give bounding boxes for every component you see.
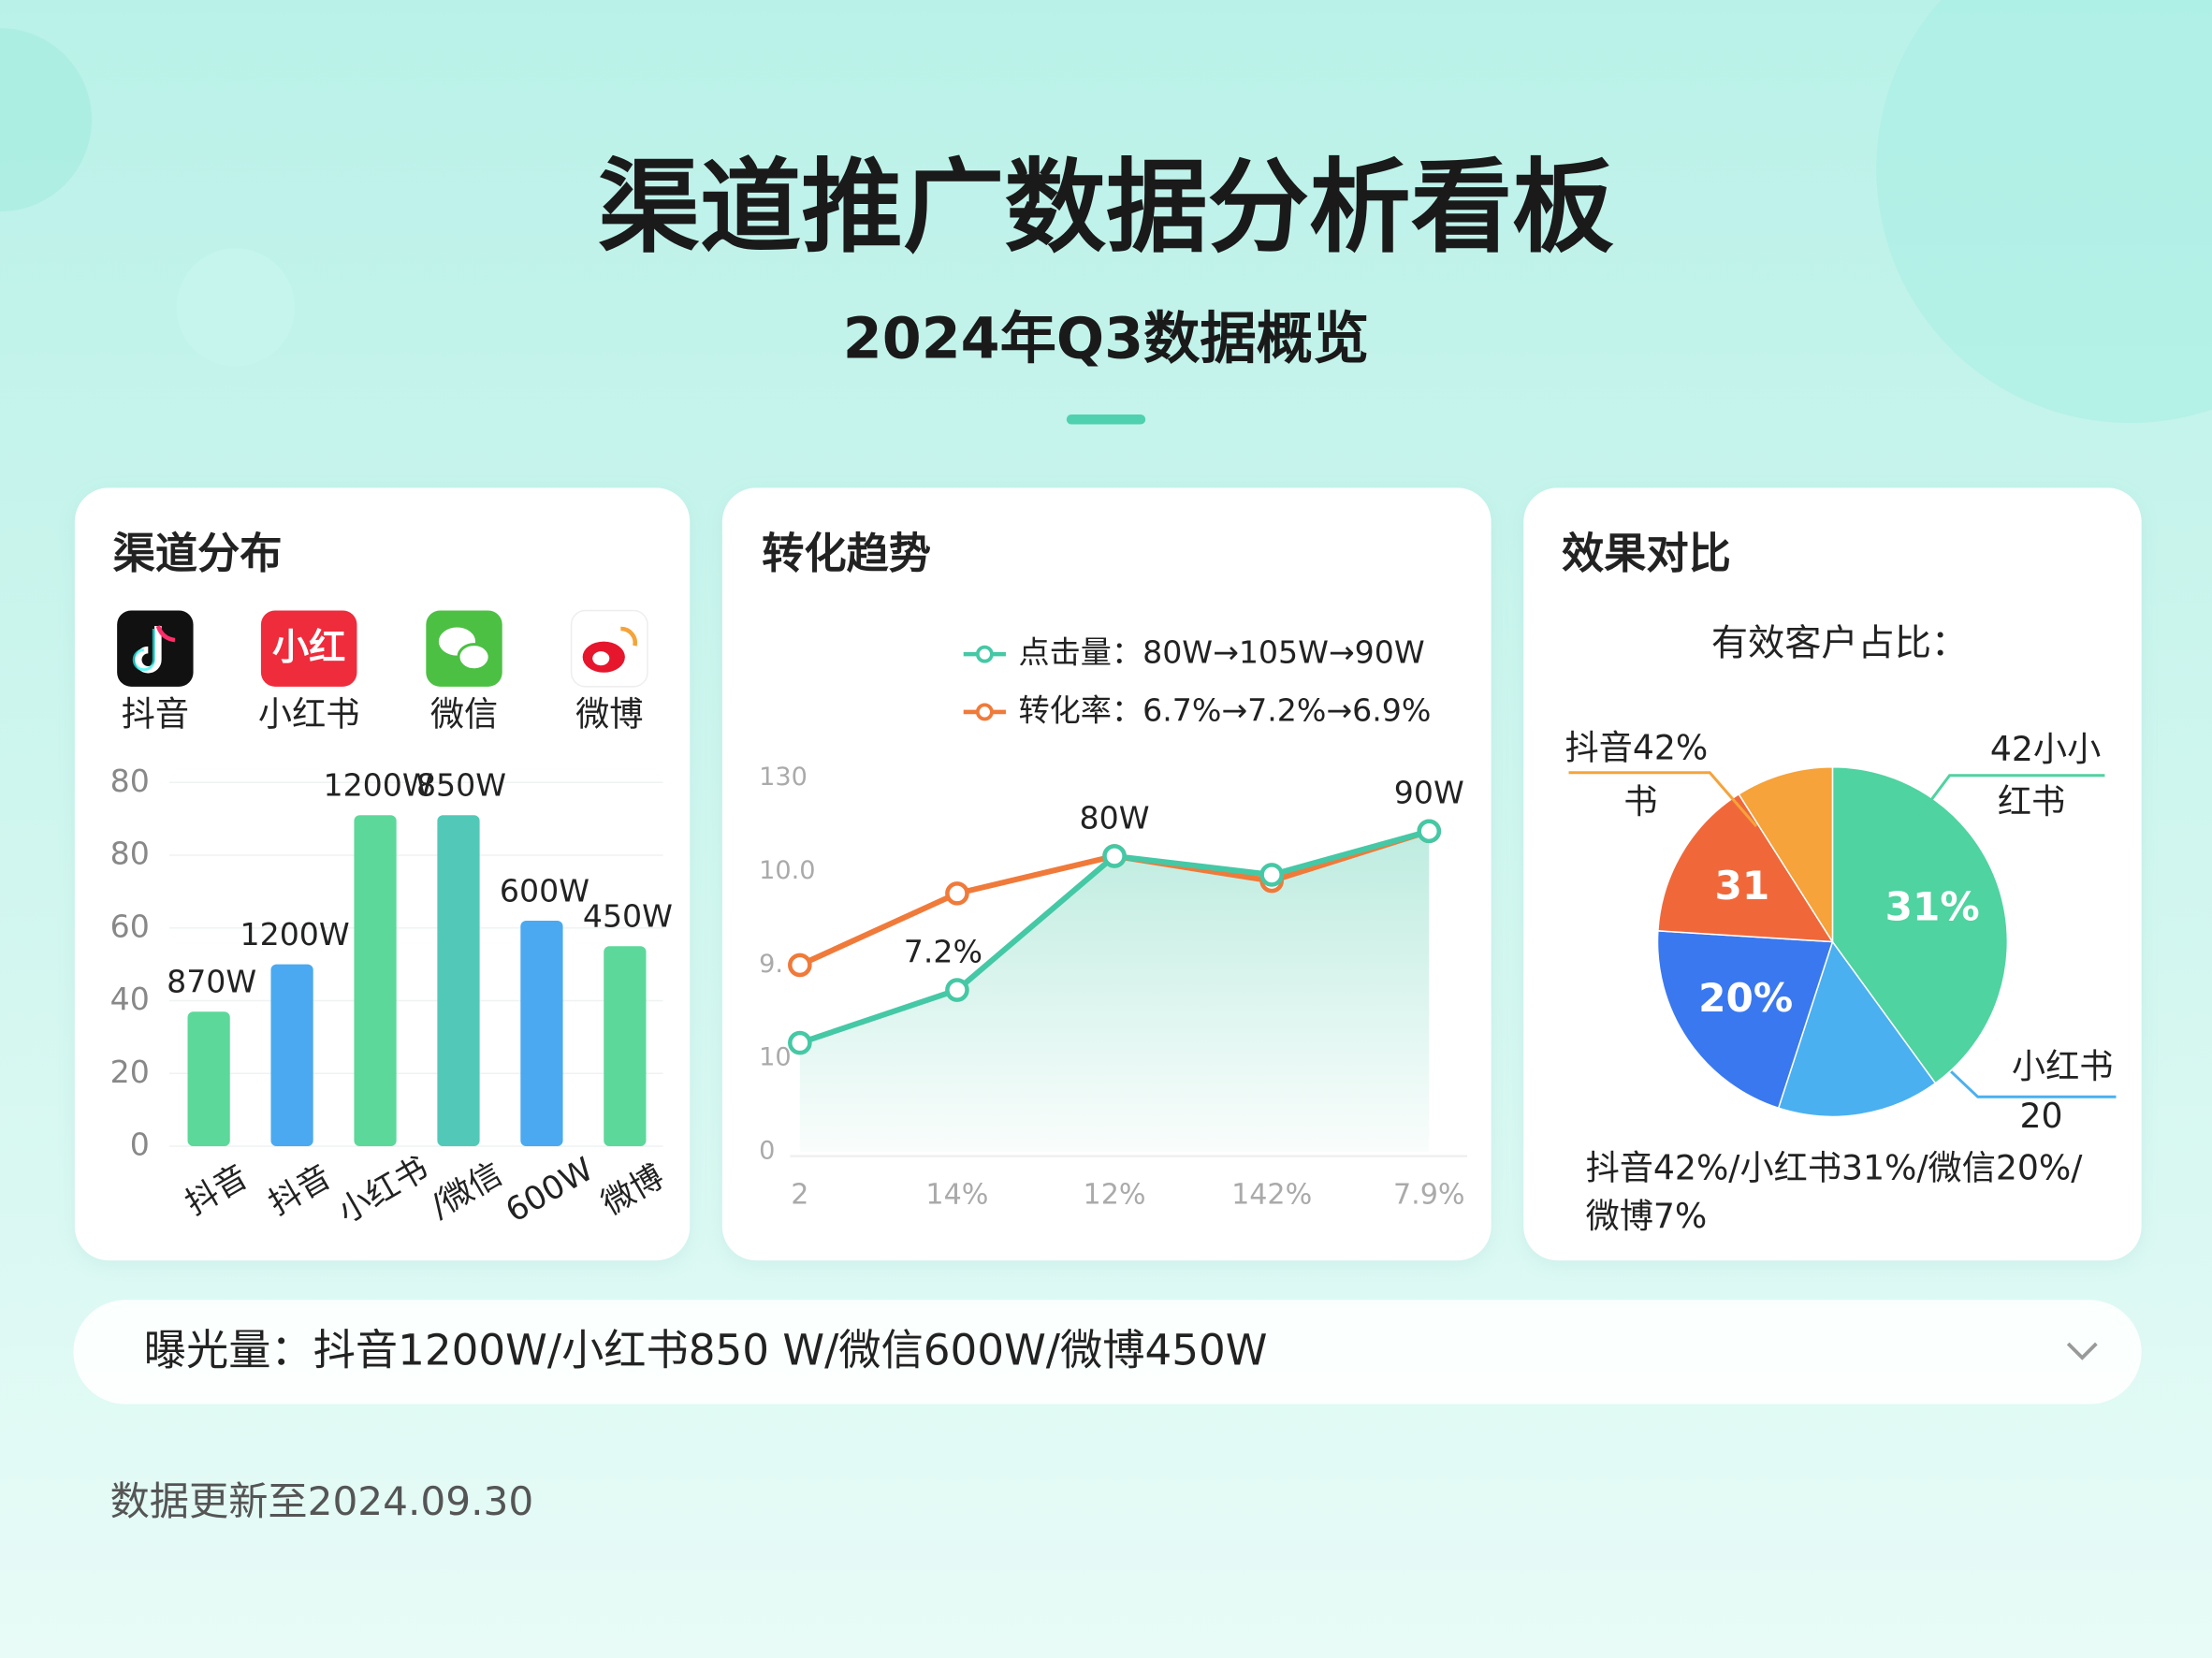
bar <box>520 921 563 1147</box>
decor-circle <box>1876 0 2212 423</box>
callout-label: 红书 <box>1998 781 2065 822</box>
icon-weibo <box>570 609 648 688</box>
pie-slice <box>1831 765 2009 1084</box>
channel-label: 小红书 <box>258 693 359 734</box>
callout-label: 小红书 <box>2012 1046 2113 1086</box>
callout-line <box>1568 771 1758 827</box>
bar-label: 450W <box>583 898 673 935</box>
bar <box>354 815 397 1147</box>
legend-label: 点击量：80W→105W→90W <box>1019 634 1425 671</box>
y-tick-label: 80 <box>110 836 150 872</box>
x-tick-label: 142% <box>1231 1178 1312 1211</box>
point-label: 7.2% <box>904 933 982 969</box>
pie-slice <box>1777 939 1937 1118</box>
decor-circle <box>176 248 296 367</box>
footer: 数据更新至2024.09.30 <box>110 1478 534 1524</box>
callout-label: 书 <box>1623 781 1657 822</box>
x-tick-label: 14% <box>925 1178 988 1211</box>
exposure-text: 曝光量：抖音1200W/小红书850 W/微信600W/微博450W <box>144 1326 1268 1375</box>
marker <box>1259 863 1284 887</box>
y-tick-label: 20 <box>110 1054 150 1090</box>
pie-summary: 抖音42%/小红书31%/微信20%/ <box>1586 1148 2084 1188</box>
pie-subtitle: 有效客户占比： <box>1711 623 1968 665</box>
bar-label: 600W <box>500 872 589 909</box>
icon-wechat <box>426 610 502 687</box>
accent-bar <box>1066 414 1146 425</box>
marker <box>1417 819 1442 844</box>
channel-label: 微博 <box>575 693 643 734</box>
pie-slice <box>1656 930 1834 1110</box>
icon-douyin <box>117 610 194 687</box>
pie-slice <box>1738 765 1834 945</box>
y-tick-label: 80 <box>110 763 150 799</box>
legend-label: 转化率：6.7%→7.2%→6.9% <box>1019 691 1432 728</box>
callout-line <box>1914 774 2105 822</box>
marker <box>1102 844 1127 868</box>
bar-label: 1200W <box>323 767 432 804</box>
marker <box>788 1030 812 1055</box>
y-tick-label: 9. <box>759 950 783 979</box>
marker <box>945 881 969 906</box>
y-tick-label: 130 <box>759 763 808 792</box>
callout-label: 抖音42% <box>1565 728 1709 768</box>
bar <box>187 1011 230 1147</box>
point-label: 80W <box>1080 799 1150 836</box>
marker <box>788 953 812 978</box>
icon-xiaohongshu: 小红 <box>260 610 357 687</box>
card-title: 渠道分布 <box>113 529 283 578</box>
legend-marker <box>975 645 994 663</box>
channel-label: 抖音 <box>122 693 189 734</box>
card-title: 转化趋势 <box>762 529 931 578</box>
y-tick-label: 10 <box>759 1043 792 1072</box>
x-tick-label: 12% <box>1084 1178 1146 1211</box>
channel-label: 微信 <box>430 693 498 734</box>
bar <box>604 946 647 1147</box>
pie-slice <box>1657 793 1834 943</box>
slice-label: 20% <box>1698 975 1793 1021</box>
point-label: 90W <box>1394 775 1464 811</box>
slice-label: 31% <box>1885 883 1980 929</box>
callout-line <box>1950 1070 2117 1098</box>
bar <box>437 815 480 1147</box>
callout-label: 20 <box>2020 1096 2063 1136</box>
exposure-bar[interactable] <box>73 1300 2142 1404</box>
y-tick-label: 0 <box>130 1127 150 1163</box>
bar <box>270 964 313 1147</box>
callout-label: 42小小 <box>1990 729 2101 769</box>
y-tick-label: 40 <box>110 981 150 1017</box>
marker <box>945 978 969 1002</box>
area <box>799 831 1430 1153</box>
slice-label: 31 <box>1715 863 1770 909</box>
bar-label: 1200W <box>240 916 350 953</box>
y-tick-label: 60 <box>110 908 150 944</box>
pie-summary: 微博7% <box>1586 1196 1708 1236</box>
icon-text: 小红 <box>272 627 345 669</box>
bar-label: 870W <box>167 964 256 1000</box>
y-tick-label: 0 <box>759 1137 775 1166</box>
card-title: 效果对比 <box>1562 529 1731 578</box>
y-tick-label: 10.0 <box>759 856 815 885</box>
decor-circle <box>0 28 92 211</box>
page-title: 渠道推广数据分析看板 <box>598 148 1614 267</box>
x-tick-label: 7.9% <box>1393 1178 1465 1211</box>
chevron[interactable] <box>2066 1342 2098 1360</box>
page-subtitle: 2024年Q3数据概览 <box>843 307 1369 372</box>
legend-marker <box>975 703 994 721</box>
bar-label: 850W <box>416 767 506 804</box>
x-tick-label: 2 <box>791 1178 808 1211</box>
